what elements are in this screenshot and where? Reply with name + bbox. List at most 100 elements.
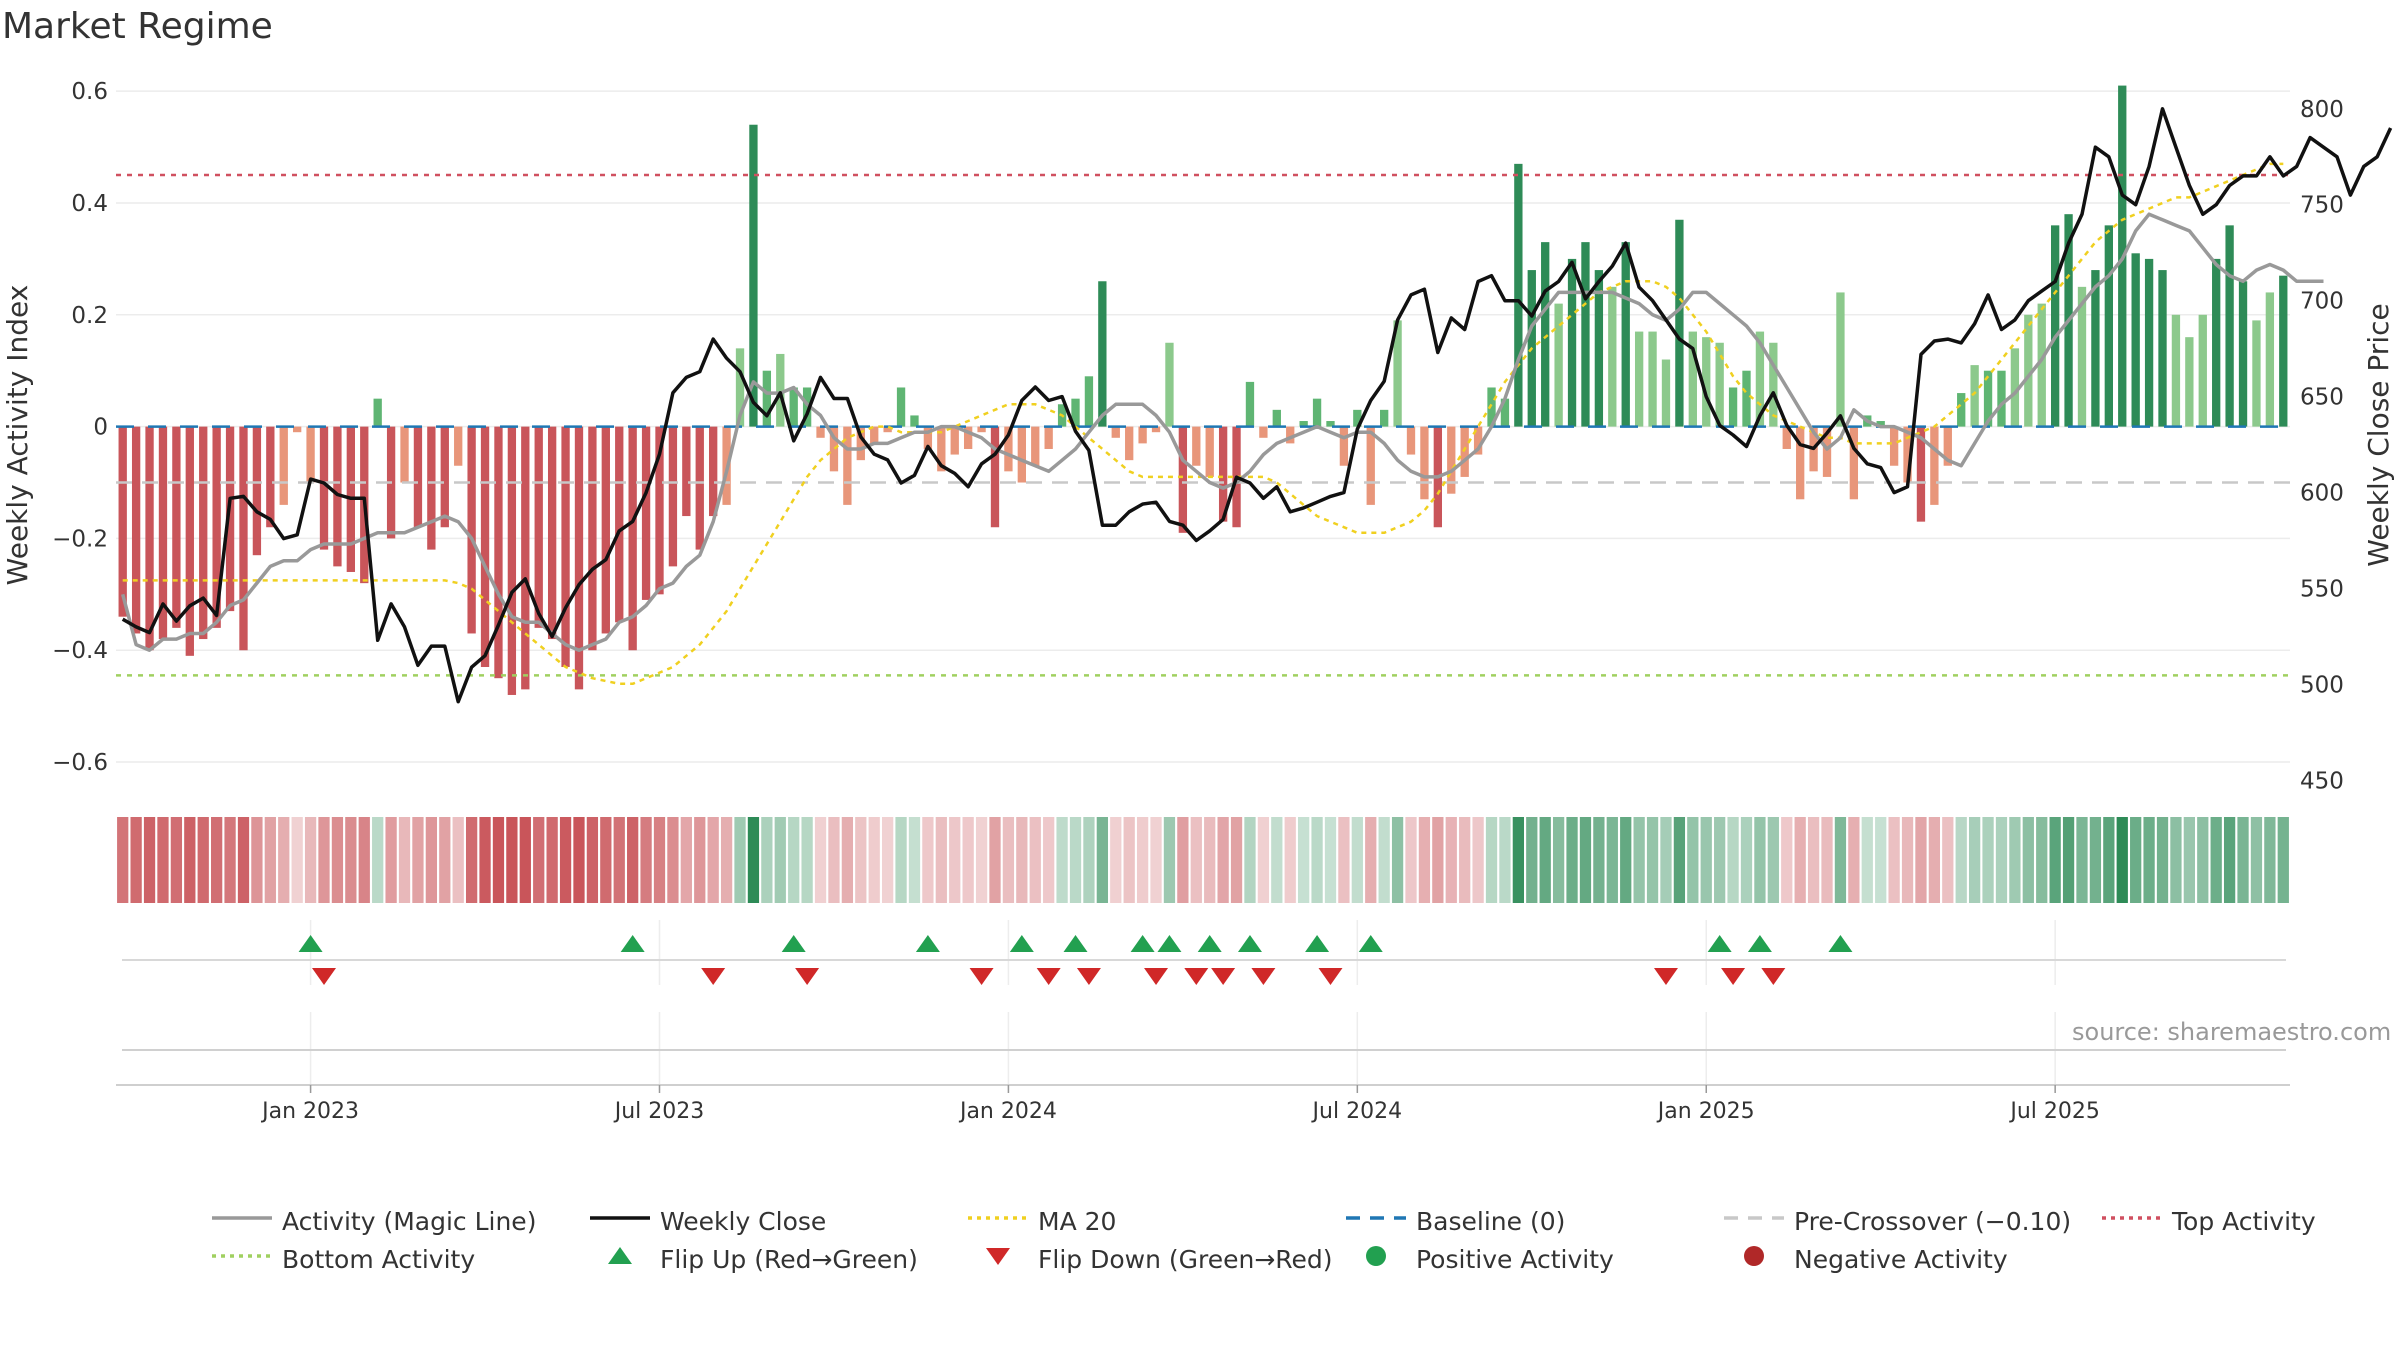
activity-bar [1621, 242, 1630, 427]
flip-down-marker [1076, 968, 1101, 985]
legend-symbol [1344, 1243, 1416, 1275]
legend-label: Activity (Magic Line) [282, 1206, 537, 1236]
activity-strip-cell [2103, 817, 2115, 903]
activity-strip-cell [2237, 817, 2249, 903]
legend-label: Flip Down (Green→Red) [1038, 1244, 1333, 1274]
legend-label: Positive Activity [1416, 1244, 1614, 1274]
activity-strip-cell [1083, 817, 1095, 903]
activity-strip-cell [385, 817, 397, 903]
activity-bar [2185, 337, 2194, 427]
activity-strip-cell [1660, 817, 1672, 903]
activity-bar [1218, 426, 1228, 522]
activity-bar [2171, 314, 2181, 427]
activity-bar [1634, 331, 1644, 427]
activity-strip-cell [2210, 817, 2222, 903]
activity-bar [749, 124, 758, 427]
activity-strip-cell [278, 817, 290, 903]
legend-symbol [210, 1243, 282, 1275]
activity-strip-cell [2009, 817, 2021, 903]
flip-down-marker [1761, 968, 1786, 985]
activity-strip-cell [1848, 817, 1860, 903]
activity-bar [1688, 331, 1697, 427]
x-tick-label: Jul 2025 [2008, 1099, 2100, 1124]
activity-strip-cell [1633, 817, 1645, 903]
activity-bar [2265, 292, 2275, 427]
legend-item: Flip Up (Red→Green) [588, 1243, 918, 1275]
activity-strip-cell [814, 817, 827, 903]
activity-bar [950, 426, 959, 455]
activity-bar [1071, 398, 1080, 427]
flip-up-marker [1747, 935, 1772, 952]
activity-bar [1125, 426, 1134, 461]
y-tick-label-left: 0.2 [71, 303, 108, 329]
activity-bar [1514, 163, 1523, 427]
activity-strip-cell [2130, 817, 2142, 903]
activity-bar [2212, 258, 2221, 427]
activity-bar [212, 426, 221, 628]
activity-bar [1192, 426, 1201, 466]
activity-bar [1406, 426, 1416, 455]
activity-bar [1017, 426, 1026, 483]
activity-bar [1031, 426, 1040, 466]
activity-strip-cell [1284, 817, 1296, 903]
flip-down-marker [795, 968, 820, 985]
activity-bar [1473, 426, 1483, 455]
x-tick-label: Jan 2024 [958, 1099, 1057, 1124]
activity-strip-cell [1928, 817, 1941, 903]
flip-up-marker [1197, 935, 1222, 952]
activity-bar [910, 415, 919, 427]
activity-bar [1796, 426, 1805, 500]
activity-strip-cell [1700, 817, 1712, 903]
activity-strip-cell [304, 817, 317, 903]
activity-strip-cell [251, 817, 263, 903]
activity-bar [1943, 426, 1952, 466]
activity-strip-cell [412, 817, 424, 903]
activity-bar [467, 426, 476, 634]
flip-down-marker [1251, 968, 1276, 985]
activity-strip-cell [2277, 817, 2289, 903]
activity-strip-cell [1499, 817, 1511, 903]
activity-strip-cell [1821, 817, 1833, 903]
activity-bar [2252, 320, 2261, 427]
legend-item: Top Activity [2100, 1205, 2316, 1237]
activity-bar [172, 426, 181, 628]
activity-strip-cell [1861, 817, 1873, 903]
y-tick-label-right: 600 [2300, 481, 2344, 507]
activity-strip-cell [1056, 817, 1068, 903]
activity-strip-cell [170, 817, 183, 903]
activity-strip-cell [989, 817, 1001, 903]
activity-bar [319, 426, 329, 550]
activity-bar [977, 426, 986, 433]
activity-bar [1889, 426, 1899, 466]
activity-strip-cell [331, 817, 344, 903]
activity-strip-cell [1593, 817, 1605, 903]
activity-bar [1675, 219, 1684, 427]
activity-strip-cell [184, 817, 196, 903]
activity-bar [1849, 426, 1859, 500]
activity-strip-cell [1472, 817, 1484, 903]
activity-bar [1245, 381, 1255, 427]
activity-strip-cell [1244, 817, 1256, 903]
flip-up-marker [1707, 935, 1732, 952]
y-tick-label-left: −0.4 [52, 638, 108, 664]
activity-strip-cell [1539, 817, 1551, 903]
activity-strip-cell [1754, 817, 1766, 903]
flip-up-marker [1237, 935, 1262, 952]
activity-bar [1916, 426, 1926, 522]
activity-strip-cell [1955, 817, 1967, 903]
legend-symbol [588, 1205, 660, 1237]
activity-strip-cell [143, 817, 156, 903]
activity-bar [158, 426, 168, 640]
activity-bar [655, 426, 664, 595]
activity-strip-cell [1136, 817, 1149, 903]
activity-bar [2198, 314, 2207, 427]
legend-item: MA 20 [966, 1205, 1116, 1237]
activity-strip-cell [372, 817, 384, 903]
activity-bar [2131, 253, 2140, 427]
activity-bar [1608, 286, 1617, 427]
activity-bar [1957, 393, 1966, 427]
activity-bar [963, 426, 973, 449]
legend-symbol [2100, 1205, 2172, 1237]
activity-strip-cell [425, 817, 438, 903]
